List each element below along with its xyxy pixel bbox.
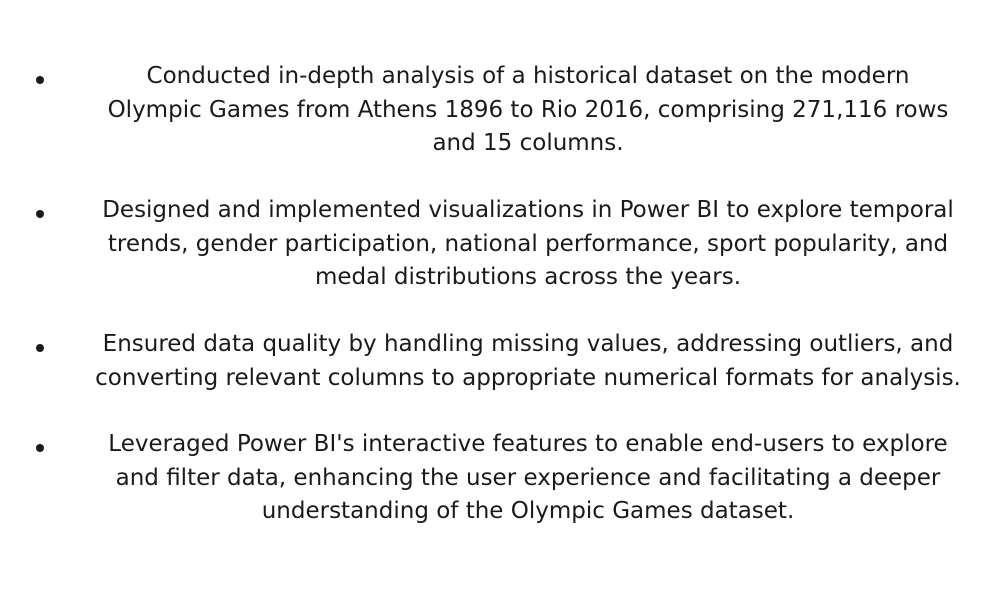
- bullet-dot-icon: [36, 444, 44, 452]
- bullet-line: and 15 columns.: [432, 130, 624, 156]
- bullet-line: medal distributions across the years.: [314, 264, 742, 290]
- bullet-text: Ensured data quality by handling missing…: [66, 328, 990, 395]
- bullet-line: Conducted in-depth analysis of a histori…: [146, 63, 910, 89]
- bullet-dot-icon: [36, 210, 44, 218]
- bullet-line: trends, gender participation, national p…: [107, 230, 949, 257]
- bullet-text: Designed and implemented visualizations …: [66, 194, 990, 295]
- bullet-dot-icon: [36, 344, 44, 352]
- bullet-line: and filter data, enhancing the user expe…: [115, 464, 941, 491]
- bullet-text: Conducted in-depth analysis of a histori…: [66, 60, 990, 161]
- bullet-line: Leveraged Power BI's interactive feature…: [108, 431, 948, 457]
- bullet-text: Leveraged Power BI's interactive feature…: [66, 428, 990, 529]
- bullet-line: converting relevant columns to appropria…: [95, 364, 961, 391]
- bullet-line: Designed and implemented visualizations …: [102, 197, 954, 223]
- bullet-line: Ensured data quality by handling missing…: [102, 331, 954, 357]
- bullet-line: Olympic Games from Athens 1896 to Rio 20…: [107, 96, 949, 123]
- bullet-line: understanding of the Olympic Games datas…: [261, 498, 795, 524]
- bullet-dot-icon: [36, 76, 44, 84]
